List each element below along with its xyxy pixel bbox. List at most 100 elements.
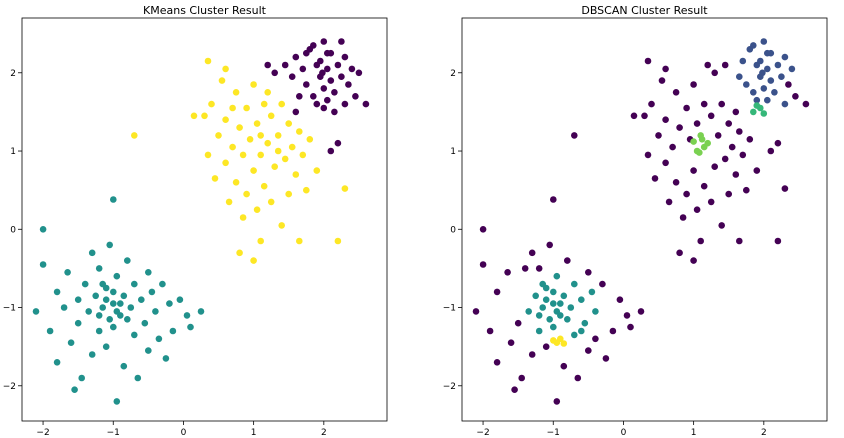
data-point-cluster-b xyxy=(550,300,557,307)
data-point-cluster-1 xyxy=(124,257,131,264)
data-point-noise xyxy=(528,249,536,257)
data-point-cluster-1 xyxy=(99,304,106,311)
data-point-cluster-1 xyxy=(169,327,177,335)
data-point-noise xyxy=(602,355,610,362)
data-point-noise xyxy=(550,196,557,203)
data-point-cluster-b xyxy=(553,272,561,280)
data-point-noise xyxy=(507,339,515,347)
data-point-noise xyxy=(736,128,743,135)
data-point-noise xyxy=(697,237,704,245)
chart-title: KMeans Cluster Result xyxy=(143,4,267,17)
data-point-noise xyxy=(721,155,729,163)
data-point-cluster-1 xyxy=(138,296,145,304)
data-point-noise xyxy=(714,132,722,139)
data-point-cluster-a xyxy=(757,57,764,65)
data-point-cluster-0 xyxy=(264,61,272,69)
data-point-noise xyxy=(493,359,501,366)
data-point-cluster-2 xyxy=(313,167,321,174)
data-point-cluster-a xyxy=(736,73,743,80)
data-point-cluster-1 xyxy=(183,312,191,319)
y-tick-label: −2 xyxy=(3,382,16,392)
data-point-cluster-0 xyxy=(320,85,328,92)
data-point-cluster-b xyxy=(539,304,546,311)
data-point-cluster-2 xyxy=(264,89,272,96)
data-point-cluster-b xyxy=(535,327,543,335)
data-point-noise xyxy=(676,249,683,257)
data-point-cluster-2 xyxy=(274,132,282,139)
data-point-noise xyxy=(535,265,543,272)
data-point-cluster-1 xyxy=(159,280,166,288)
data-point-cluster-2 xyxy=(222,65,229,73)
data-point-cluster-b xyxy=(550,288,557,296)
data-point-cluster-1 xyxy=(113,272,121,280)
data-point-noise xyxy=(665,198,673,206)
data-point-noise xyxy=(728,143,736,151)
y-tick-label: 1 xyxy=(450,147,456,157)
data-point-noise xyxy=(655,132,662,139)
data-point-noise xyxy=(753,167,761,174)
data-point-cluster-1 xyxy=(131,280,138,288)
data-point-noise xyxy=(732,108,740,116)
data-point-cluster-e xyxy=(560,340,568,347)
data-point-noise xyxy=(658,77,666,84)
data-point-cluster-1 xyxy=(32,308,40,315)
data-point-cluster-1 xyxy=(39,261,47,268)
data-point-cluster-1 xyxy=(131,331,138,339)
data-point-cluster-2 xyxy=(246,136,254,143)
data-point-cluster-0 xyxy=(327,147,335,155)
data-point-cluster-c xyxy=(750,108,757,116)
data-point-noise xyxy=(707,112,715,120)
kmeans-chart: KMeans Cluster Result −2 −1 0 1 2 −2 −1 0 1 2 xyxy=(3,4,388,438)
data-point-cluster-2 xyxy=(229,104,236,112)
data-point-noise xyxy=(739,151,747,159)
data-point-cluster-2 xyxy=(296,237,303,245)
data-point-cluster-1 xyxy=(145,347,152,354)
data-point-cluster-0 xyxy=(310,42,317,49)
data-point-noise xyxy=(802,100,810,108)
x-tick-label: −1 xyxy=(107,428,120,438)
data-point-cluster-a xyxy=(788,65,796,73)
data-point-cluster-0 xyxy=(341,100,349,108)
data-point-cluster-1 xyxy=(92,292,99,300)
data-point-noise xyxy=(672,89,680,96)
data-point-cluster-b xyxy=(535,312,543,319)
data-point-noise xyxy=(707,198,715,206)
data-point-cluster-a xyxy=(771,89,778,96)
data-point-noise xyxy=(564,257,571,264)
data-point-noise xyxy=(648,100,655,108)
data-point-noise xyxy=(662,65,669,73)
data-point-cluster-1 xyxy=(99,280,106,288)
data-point-cluster-2 xyxy=(306,136,314,143)
data-point-cluster-1 xyxy=(120,362,128,370)
data-point-cluster-1 xyxy=(39,226,47,233)
data-point-cluster-1 xyxy=(134,374,142,382)
data-point-cluster-2 xyxy=(253,120,261,127)
y-tick-label: −1 xyxy=(3,304,16,314)
data-point-noise xyxy=(785,81,792,88)
data-point-cluster-1 xyxy=(53,288,61,296)
data-point-noise xyxy=(743,186,750,194)
data-point-cluster-0 xyxy=(324,65,331,73)
data-point-cluster-a xyxy=(767,77,775,84)
data-point-cluster-2 xyxy=(250,81,257,88)
y-tick-label: 2 xyxy=(450,69,456,79)
plot-frame xyxy=(461,17,828,422)
axis-ticks: −2 −1 0 1 2 −2 −1 0 1 2 xyxy=(3,69,327,438)
data-point-cluster-a xyxy=(778,73,785,80)
data-point-cluster-2 xyxy=(236,249,243,257)
data-point-cluster-1 xyxy=(113,398,121,405)
data-point-noise xyxy=(711,163,718,170)
data-point-cluster-0 xyxy=(327,77,335,84)
data-point-cluster-0 xyxy=(292,53,300,61)
data-point-noise xyxy=(479,261,487,268)
x-tick-label: −2 xyxy=(36,428,49,438)
data-point-cluster-1 xyxy=(110,196,117,203)
data-point-cluster-1 xyxy=(152,308,159,315)
data-point-cluster-1 xyxy=(117,300,124,307)
data-point-cluster-1 xyxy=(145,269,152,276)
data-point-cluster-0 xyxy=(324,49,331,57)
data-point-cluster-b xyxy=(560,292,568,300)
data-point-cluster-1 xyxy=(102,343,110,351)
axis-ticks: −2 −1 0 1 2 −2 −1 0 1 2 xyxy=(443,69,767,438)
data-point-cluster-0 xyxy=(319,69,326,77)
